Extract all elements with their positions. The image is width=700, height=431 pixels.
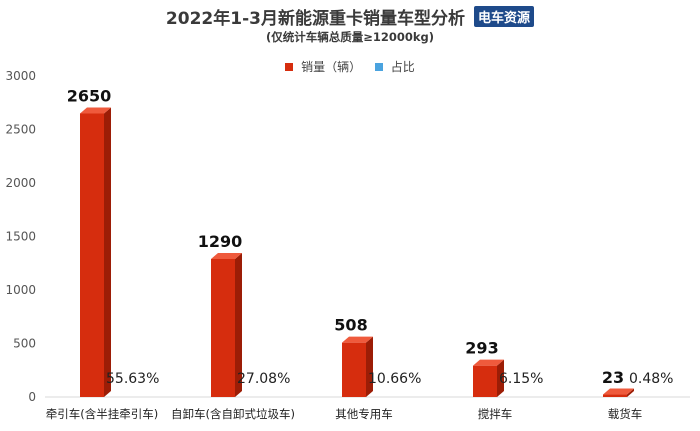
bar-top-3 <box>473 359 504 366</box>
bar-side-2 <box>366 336 373 397</box>
x-tick-label-1: 自卸车(含自卸式垃圾车) <box>171 407 295 421</box>
y-tick-label-4: 2000 <box>5 176 36 190</box>
chart-title: 2022年1-3月新能源重卡销量车型分析 <box>165 9 465 29</box>
bar-top-1 <box>211 252 242 259</box>
data-label-share-4: 0.48% <box>629 371 673 387</box>
bar-sales-1 <box>211 258 235 397</box>
bar-sales-3 <box>473 365 497 397</box>
y-tick-label-1: 500 <box>13 337 36 351</box>
data-label-share-3: 6.15% <box>499 371 543 387</box>
data-label-share-2: 10.66% <box>368 371 421 387</box>
legend-label-sales: 销量（辆） <box>301 60 362 74</box>
title-row: 2022年1-3月新能源重卡销量车型分析 电车资源 <box>0 4 700 29</box>
bar-top-0 <box>80 107 111 114</box>
data-label-sales-0: 2650 <box>67 86 112 105</box>
data-label-sales-2: 508 <box>334 316 367 335</box>
legend-swatch-sales <box>285 62 294 71</box>
bar-sales-2 <box>342 342 366 397</box>
legend: 销量（辆） 占比 <box>0 58 700 75</box>
y-tick-label-2: 1000 <box>5 283 36 297</box>
data-label-sales-1: 1290 <box>198 232 243 251</box>
x-tick-label-0: 牵引车(含半挂牵引车) <box>46 407 158 421</box>
bar-sales-0 <box>80 113 104 397</box>
bar-top-4 <box>603 388 634 395</box>
bar-top-2 <box>342 336 373 343</box>
brand-logo: 电车资源 <box>474 6 535 27</box>
x-tick-label-3: 搅拌车 <box>478 407 513 421</box>
y-tick-label-3: 1500 <box>5 230 36 244</box>
legend-item-sales: 销量（辆） <box>285 58 361 75</box>
legend-swatch-share <box>374 62 383 71</box>
data-label-share-0: 55.63% <box>106 371 159 387</box>
data-label-sales-3: 293 <box>465 339 498 358</box>
legend-label-share: 占比 <box>390 60 415 74</box>
x-tick-label-4: 载货车 <box>608 407 643 421</box>
bar-sales-4 <box>603 394 627 397</box>
x-tick-label-2: 其他专用车 <box>335 407 393 421</box>
data-label-sales-4: 23 <box>602 368 624 387</box>
y-tick-label-5: 2500 <box>5 123 36 137</box>
bar-side-3 <box>497 359 504 397</box>
y-tick-label-0: 0 <box>28 390 36 404</box>
legend-item-share: 占比 <box>374 58 415 75</box>
data-label-share-1: 27.08% <box>237 371 290 387</box>
y-tick-label-6: 3000 <box>5 69 36 83</box>
bar-side-0 <box>104 107 111 397</box>
bar-side-1 <box>235 252 242 397</box>
chart-subtitle: (仅统计车辆总质量≥12000kg) <box>265 30 435 44</box>
bar-side-4 <box>627 388 634 397</box>
